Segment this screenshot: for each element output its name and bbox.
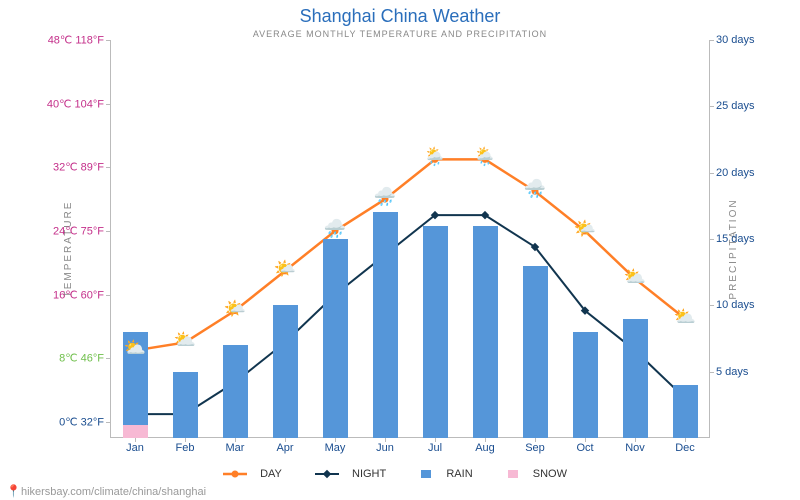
rain-bar (423, 226, 448, 438)
ytick-right: 25 days (710, 100, 755, 112)
weather-icon: 🌦️ (474, 147, 496, 168)
page-subtitle: AVERAGE MONTHLY TEMPERATURE AND PRECIPIT… (0, 27, 800, 39)
y-axis-left-label: TEMPERATURE (63, 201, 74, 298)
weather-icon: 🌧️ (524, 179, 546, 200)
rain-bar (573, 332, 598, 438)
ytick-right: 20 days (710, 167, 755, 179)
legend-day: DAY (223, 468, 292, 480)
rain-bar (223, 345, 248, 438)
ytick-left: 0℃ 32°F (59, 416, 110, 429)
ytick-left: 16℃ 60°F (53, 288, 110, 301)
ytick-left: 8℃ 46°F (59, 352, 110, 365)
weather-icon: 🌤️ (274, 258, 296, 279)
rain-bar (623, 319, 648, 438)
footer: 📍hikersbay.com/climate/china/shanghai (6, 484, 206, 498)
weather-icon: 🌤️ (574, 219, 596, 240)
ytick-right: 10 days (710, 299, 755, 311)
legend: DAY NIGHT RAIN SNOW (0, 468, 800, 480)
rain-bar (523, 266, 548, 438)
rain-bar (273, 305, 298, 438)
ytick-left: 40℃ 104°F (47, 97, 110, 110)
pin-icon: 📍 (6, 484, 21, 498)
footer-url: hikersbay.com/climate/china/shanghai (21, 486, 206, 498)
weather-icon: 🌧️ (374, 187, 396, 208)
plot-area: 0℃ 32°F8℃ 46°F16℃ 60°F24℃ 75°F32℃ 89°F40… (110, 40, 710, 438)
weather-icon: ⛅ (174, 330, 196, 351)
weather-icon: 🌧️ (324, 219, 346, 240)
ytick-right: 15 days (710, 233, 755, 245)
ytick-right: 30 days (710, 34, 755, 46)
ytick-left: 24℃ 75°F (53, 225, 110, 238)
rain-bar (173, 372, 198, 438)
y-axis-right-label: PRECIPITATION (728, 198, 739, 299)
ytick-left: 48℃ 118°F (48, 34, 110, 47)
rain-bar (673, 385, 698, 438)
chart-container: TEMPERATURE PRECIPITATION 0℃ 32°F8℃ 46°F… (20, 40, 780, 458)
weather-icon: ⛅ (624, 266, 646, 287)
ytick-right: 5 days (710, 366, 748, 378)
weather-icon: ⛅ (124, 338, 146, 359)
line-layer (110, 40, 710, 438)
weather-icon: 🌤️ (224, 298, 246, 319)
weather-icon: 🌦️ (424, 147, 446, 168)
ytick-left: 32℃ 89°F (53, 161, 110, 174)
snow-bar (123, 425, 148, 438)
rain-bar (323, 239, 348, 438)
page-title: Shanghai China Weather (0, 0, 800, 27)
legend-rain: RAIN (419, 468, 482, 480)
legend-night: NIGHT (315, 468, 396, 480)
weather-icon: ⛅ (674, 306, 696, 327)
rain-bar (473, 226, 498, 438)
rain-bar (373, 212, 398, 438)
legend-snow: SNOW (506, 468, 577, 480)
